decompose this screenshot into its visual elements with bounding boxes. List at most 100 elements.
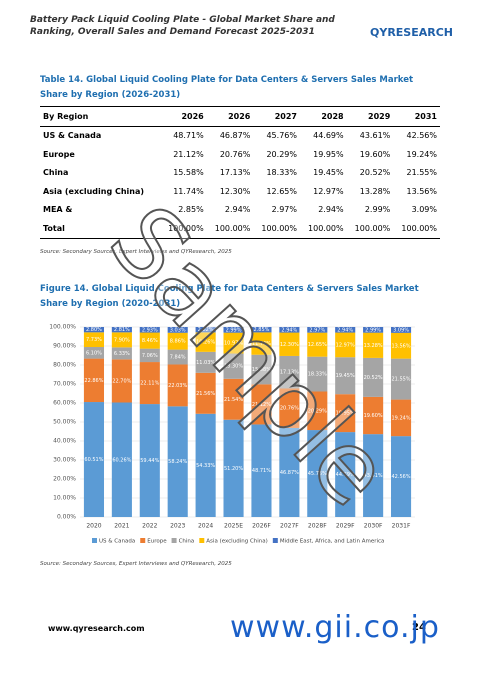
bar-segment bbox=[390, 436, 412, 517]
x-tick-label: 2026F bbox=[252, 523, 271, 530]
table-cell: By Region bbox=[40, 106, 161, 127]
bar-segment bbox=[251, 332, 272, 355]
y-tick-label: 30.00% bbox=[53, 457, 76, 464]
table-cell: 45.76% bbox=[266, 131, 297, 141]
bar-segment bbox=[251, 424, 272, 517]
data-label: 21.56% bbox=[196, 391, 215, 397]
data-label: 18.33% bbox=[308, 372, 327, 378]
table-cell: 19.24% bbox=[406, 149, 437, 159]
x-tick-label: 2027F bbox=[280, 523, 299, 530]
table-caption: Table 14. Global Liquid Cooling Plate fo… bbox=[40, 75, 414, 100]
bar-segment bbox=[167, 332, 188, 350]
bar-segment bbox=[363, 396, 384, 435]
x-tick-label: 2021 bbox=[114, 523, 129, 530]
y-tick-label: 50.00% bbox=[53, 419, 76, 426]
bar-segment bbox=[335, 432, 356, 517]
table-cell: 2031 bbox=[393, 106, 440, 127]
x-tick-label: 2023 bbox=[170, 523, 185, 530]
data-label: 2.99% bbox=[365, 327, 381, 333]
data-label: 2.94% bbox=[281, 327, 297, 333]
data-label: 15.58% bbox=[252, 367, 271, 373]
data-label: 12.30% bbox=[280, 342, 299, 348]
table-cell: 43.61% bbox=[359, 131, 391, 141]
bar-segment bbox=[335, 357, 356, 395]
site-watermark: www.gii.co.jp bbox=[230, 610, 440, 645]
table-source: Source: Secondary Sources, Expert Interv… bbox=[40, 249, 232, 255]
data-label: 51.20% bbox=[224, 466, 243, 472]
table-cell: 48.71% bbox=[173, 131, 204, 141]
page-number: 24 bbox=[412, 622, 426, 633]
bar-segment bbox=[139, 404, 160, 517]
data-label: 20.76% bbox=[280, 406, 299, 412]
y-tick-label: 20.00% bbox=[53, 476, 76, 483]
data-label: 6.33% bbox=[114, 351, 130, 357]
table-cell: 2.85% bbox=[178, 205, 204, 215]
bar-segment bbox=[307, 332, 328, 357]
table-cell: 2028 bbox=[299, 106, 347, 127]
table-cell: China bbox=[43, 168, 69, 178]
bar-segment bbox=[363, 434, 384, 517]
data-label: 7.06% bbox=[142, 353, 158, 359]
bar-segment bbox=[251, 384, 272, 425]
table-cell: Asia (excluding China) bbox=[43, 186, 145, 196]
bar-segment bbox=[223, 419, 244, 517]
bar-segment bbox=[195, 413, 216, 517]
table-header-row: By Region 2026 2026 2027 2028 2029 2031 bbox=[40, 106, 440, 127]
table-cell: 2.97% bbox=[271, 205, 297, 215]
bar-segment bbox=[83, 402, 105, 517]
bar-segment bbox=[167, 406, 188, 517]
table-row: Total 100.00% 100.00% 100.00% 100.00% 100.00%… bbox=[40, 219, 440, 239]
bar-segment bbox=[139, 332, 160, 349]
x-tick-label: 2028F bbox=[308, 523, 327, 530]
bar-segment bbox=[307, 391, 328, 431]
table-row: China 15.58% 17.13% 18.33% 19.45% 20.52% 21.55… bbox=[40, 164, 440, 183]
data-label: 20.29% bbox=[308, 408, 327, 414]
data-label: 2.85% bbox=[254, 327, 270, 333]
x-tick-label: 2025E bbox=[224, 523, 243, 530]
table-cell: 42.56% bbox=[406, 131, 437, 141]
legend-swatch bbox=[92, 538, 97, 543]
data-label: 2.93% bbox=[142, 327, 158, 333]
bar-segment bbox=[223, 353, 244, 379]
data-label: 13.28% bbox=[364, 343, 383, 349]
legend-label: Asia (excluding China) bbox=[206, 539, 268, 545]
data-label: 10.97% bbox=[224, 341, 243, 347]
table-cell: 3.09% bbox=[411, 205, 437, 215]
data-label: 13.30% bbox=[224, 364, 243, 370]
bar-segment bbox=[195, 327, 216, 333]
table-row: Europe 21.12% 20.76% 20.29% 19.95% 19.60% 19.2… bbox=[40, 145, 440, 164]
bar-segment bbox=[279, 355, 300, 389]
bar-segment bbox=[167, 364, 188, 407]
table-cell: 19.95% bbox=[313, 149, 344, 159]
data-label: 19.24% bbox=[392, 415, 411, 421]
legend-label: China bbox=[179, 539, 195, 545]
logo: QYRESEARCH bbox=[370, 26, 453, 39]
bar-segment bbox=[195, 332, 216, 352]
data-label: 2.82% bbox=[198, 327, 214, 333]
footer-url: www.qyresearch.com bbox=[48, 624, 145, 633]
table-cell: MEA & bbox=[43, 205, 73, 215]
data-label: 2.81% bbox=[114, 327, 130, 333]
x-tick-label: 2029F bbox=[336, 523, 355, 530]
data-label: 19.60% bbox=[364, 413, 383, 419]
data-label: 8.46% bbox=[142, 338, 158, 344]
bar-segment bbox=[363, 357, 384, 397]
data-label: 7.90% bbox=[114, 337, 130, 343]
data-label: 11.74% bbox=[252, 341, 271, 347]
data-label: 22.03% bbox=[168, 383, 187, 389]
bar-segment bbox=[279, 427, 300, 517]
table-cell: 20.52% bbox=[359, 168, 391, 178]
data-label: 12.97% bbox=[336, 342, 355, 348]
table-cell: 2029 bbox=[346, 106, 394, 127]
table-cell: 15.58% bbox=[173, 168, 204, 178]
legend-swatch bbox=[272, 538, 278, 543]
table-cell: 2026 bbox=[206, 106, 254, 127]
data-label: 22.11% bbox=[140, 381, 159, 387]
table-cell: 100.00% bbox=[299, 219, 347, 239]
data-label: 3.09% bbox=[393, 327, 409, 333]
table-cell: Europe bbox=[43, 149, 75, 159]
data-label: 22.86% bbox=[84, 378, 103, 384]
bar-segment bbox=[223, 332, 244, 354]
data-label: 19.95% bbox=[336, 411, 355, 417]
y-tick-label: 10.00% bbox=[53, 495, 76, 502]
